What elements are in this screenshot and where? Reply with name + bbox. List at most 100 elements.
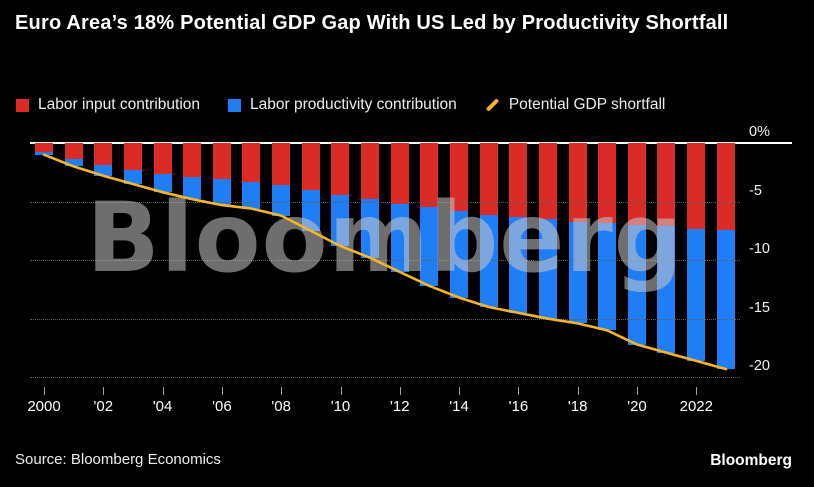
x-axis-label: '02 (93, 398, 114, 415)
labor-input-segment (687, 143, 706, 229)
labor-input-segment (212, 143, 231, 180)
labor-input-segment (153, 143, 172, 174)
legend: Labor input contribution Labor productiv… (16, 96, 665, 114)
x-axis-label: '10 (330, 398, 351, 415)
labor-input-segment (716, 143, 735, 230)
bar-2017 (538, 143, 557, 319)
y-axis-label: -15 (749, 299, 770, 316)
labor-input-segment (420, 143, 439, 208)
legend-label-shortfall: Potential GDP shortfall (508, 96, 666, 113)
x-axis-label: '04 (152, 398, 173, 415)
bar-2003 (123, 143, 142, 184)
x-axis-tick (340, 387, 342, 395)
labor-productivity-segment (64, 159, 83, 167)
labor-productivity-segment (716, 229, 735, 370)
y-axis-label: -5 (749, 182, 762, 199)
bar-2023 (716, 143, 735, 370)
plot-area (30, 143, 740, 389)
labor-input-segment (479, 143, 498, 215)
bar-2000 (35, 143, 53, 155)
gridline (30, 377, 740, 379)
x-axis-tick (44, 387, 45, 395)
bar-2008 (272, 143, 291, 216)
x-axis-label: 2022 (679, 398, 713, 415)
labor-productivity-segment (301, 189, 320, 231)
legend-swatch-shortfall (485, 98, 500, 112)
labor-input-segment (390, 143, 409, 204)
bar-2002 (94, 143, 113, 176)
bar-2007 (242, 143, 261, 209)
bar-2001 (64, 143, 83, 167)
labor-input-segment (301, 143, 320, 190)
source-note: Source: Bloomberg Economics (15, 451, 221, 468)
x-axis-label: '20 (627, 398, 647, 415)
bar-2011 (361, 143, 380, 258)
labor-productivity-segment (35, 152, 53, 155)
labor-productivity-segment (449, 210, 468, 298)
y-axis-label: -10 (749, 241, 770, 258)
labor-input-segment (242, 143, 261, 182)
labor-productivity-segment (598, 222, 617, 331)
labor-productivity-segment (390, 203, 409, 272)
x-axis-label: '08 (271, 398, 291, 415)
gridline (30, 260, 740, 262)
x-axis-tick (399, 387, 401, 395)
legend-label-labor-input: Labor input contribution (38, 96, 201, 113)
labor-input-segment (331, 143, 350, 195)
bar-2020 (627, 143, 646, 345)
gridline (30, 201, 740, 203)
labor-productivity-segment (272, 185, 291, 216)
bar-2022 (687, 143, 706, 361)
labor-productivity-segment (94, 165, 113, 176)
bloomberg-logo: Bloomberg (710, 452, 792, 469)
legend-item-shortfall: Potential GDP shortfall (485, 96, 666, 114)
labor-input-segment (568, 143, 587, 222)
labor-input-segment (64, 143, 83, 160)
x-axis-label: '12 (390, 398, 410, 415)
bar-2014 (449, 143, 468, 298)
labor-productivity-segment (361, 199, 380, 258)
labor-input-segment (272, 143, 291, 186)
labor-productivity-segment (509, 216, 528, 313)
x-axis-tick (103, 387, 105, 395)
bar-2018 (568, 143, 587, 324)
bar-2016 (509, 143, 528, 313)
labor-input-segment (598, 143, 617, 223)
labor-input-segment (509, 143, 528, 217)
labor-productivity-segment (627, 225, 646, 345)
labor-productivity-segment (123, 169, 142, 184)
labor-input-segment (35, 143, 53, 153)
x-axis-tick (696, 387, 698, 395)
labor-productivity-segment (657, 226, 676, 353)
labor-productivity-segment (568, 221, 587, 324)
x-axis-tick (221, 387, 223, 395)
x-axis-label: '06 (212, 398, 232, 415)
bars-container (30, 143, 740, 389)
bar-2004 (153, 143, 172, 193)
labor-input-segment (94, 143, 113, 166)
y-axis-label: -20 (749, 358, 770, 375)
chart-title: Euro Area’s 18% Potential GDP Gap With U… (15, 12, 729, 34)
bar-2006 (212, 143, 231, 206)
bar-2012 (390, 143, 409, 272)
zero-baseline (30, 142, 792, 144)
labor-productivity-segment (538, 219, 557, 319)
x-axis-tick (637, 387, 638, 395)
labor-productivity-segment (153, 173, 172, 193)
x-axis-tick (577, 387, 579, 395)
legend-label-labor-productivity: Labor productivity contribution (250, 96, 457, 113)
labor-input-segment (123, 143, 142, 170)
y-axis-label: 0% (749, 124, 770, 140)
labor-input-segment (183, 143, 202, 177)
bar-2010 (331, 143, 350, 246)
bar-2021 (657, 143, 676, 353)
bar-2015 (479, 143, 498, 307)
x-axis-label: 2000 (27, 398, 61, 415)
x-axis-tick (162, 387, 164, 395)
legend-item-labor-input: Labor input contribution (16, 96, 200, 114)
labor-input-segment (627, 143, 646, 225)
x-axis-label: '18 (567, 398, 588, 415)
x-axis-label: '14 (449, 398, 469, 415)
labor-input-segment (657, 143, 676, 227)
